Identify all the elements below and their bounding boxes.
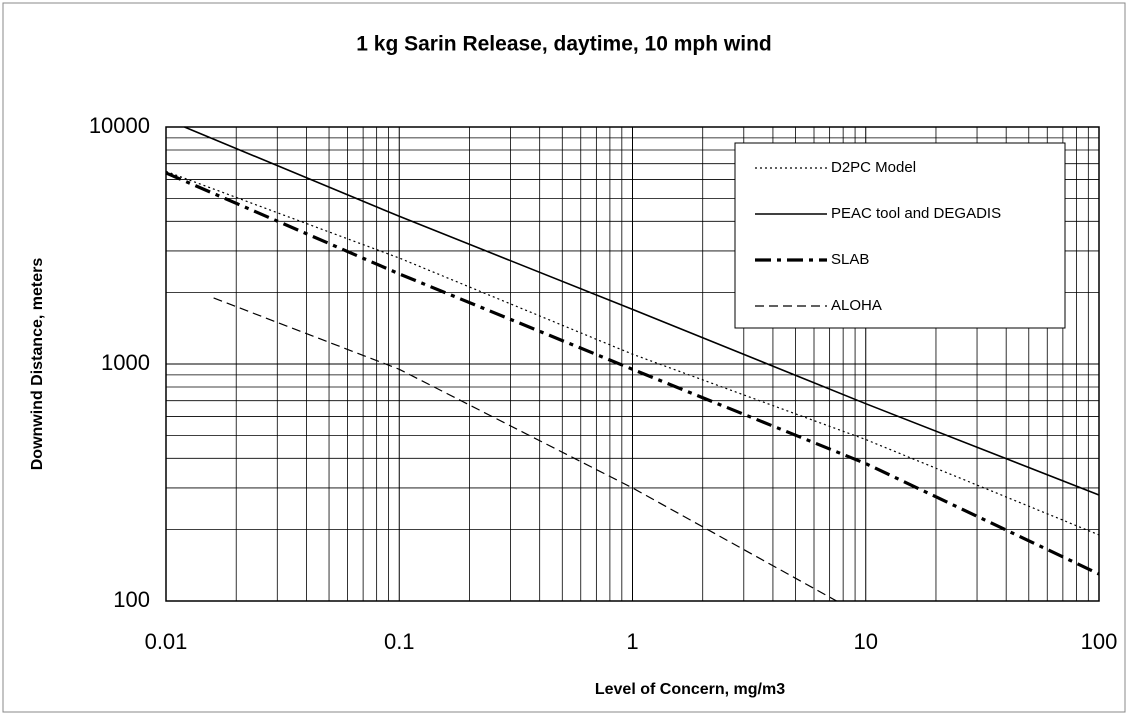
y-tick-label: 100 bbox=[113, 587, 150, 612]
x-tick-label: 0.1 bbox=[384, 629, 415, 654]
x-axis-label: Level of Concern, mg/m3 bbox=[595, 681, 785, 698]
series-line bbox=[165, 171, 1100, 576]
legend-label: PEAC tool and DEGADIS bbox=[831, 205, 1001, 222]
x-tick-label: 0.01 bbox=[145, 629, 188, 654]
series-line bbox=[213, 297, 837, 602]
x-tick-label: 100 bbox=[1081, 629, 1118, 654]
y-axis-label: Downwind Distance, meters bbox=[29, 258, 46, 471]
legend-label: D2PC Model bbox=[831, 159, 916, 176]
series-line bbox=[184, 126, 1100, 496]
legend-label: SLAB bbox=[831, 251, 869, 268]
x-tick-label: 10 bbox=[854, 629, 878, 654]
legend-label: ALOHA bbox=[831, 297, 882, 314]
legend-box bbox=[734, 142, 1066, 329]
y-tick-label: 1000 bbox=[101, 350, 150, 375]
x-tick-label: 1 bbox=[626, 629, 638, 654]
chart-title: 1 kg Sarin Release, daytime, 10 mph wind bbox=[356, 33, 772, 56]
series-line bbox=[165, 170, 1100, 536]
y-tick-label: 10000 bbox=[89, 113, 150, 138]
plot-border bbox=[165, 126, 1100, 602]
